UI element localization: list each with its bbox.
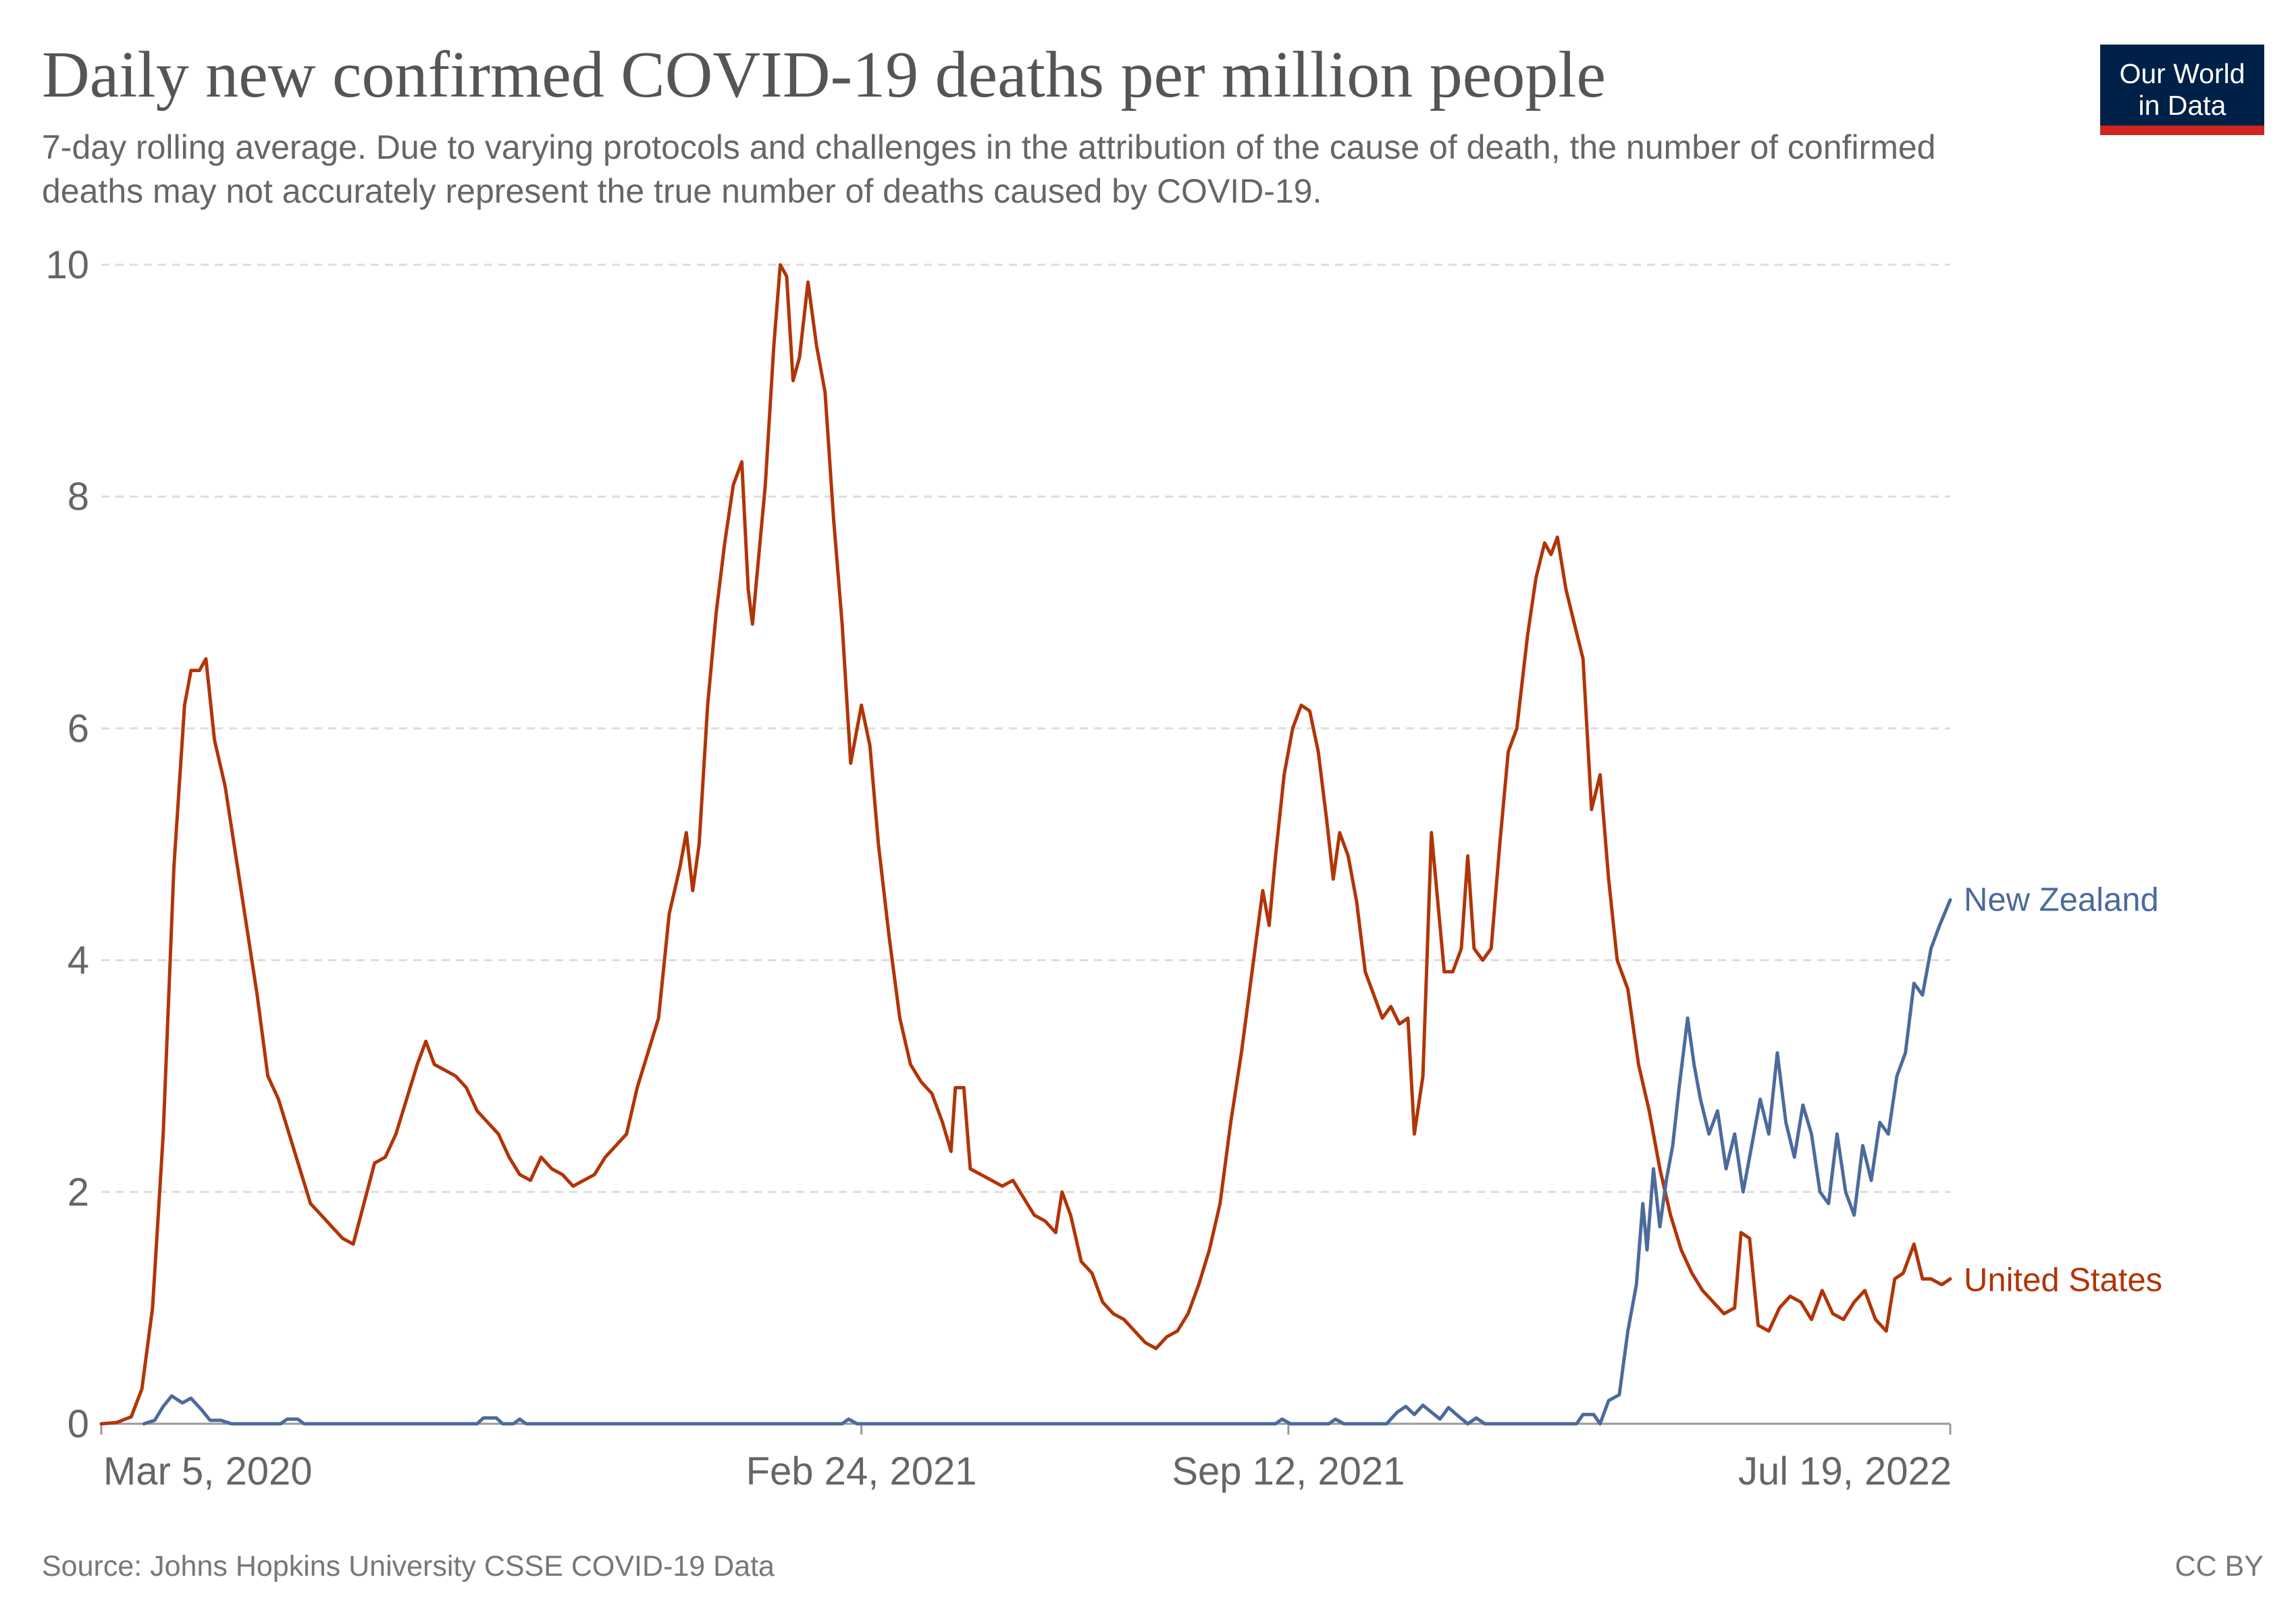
logo-accent-bar <box>2100 126 2264 135</box>
source-note[interactable]: Source: Johns Hopkins University CSSE CO… <box>42 1550 775 1583</box>
y-tick-label: 8 <box>68 475 89 519</box>
license-link[interactable]: CC BY <box>2174 1550 2264 1583</box>
series-label-new-zealand: New Zealand <box>1964 881 2159 918</box>
y-tick-label: 0 <box>68 1402 89 1446</box>
y-tick-label: 4 <box>68 939 89 983</box>
series-label-united-states: United States <box>1964 1262 2162 1299</box>
series-line-new-zealand <box>142 898 1952 1426</box>
grid-lines <box>101 263 1950 1193</box>
y-tick-label: 6 <box>68 706 89 750</box>
chart-subtitle: 7-day rolling average. Due to varying pr… <box>42 128 1936 210</box>
series-lines <box>99 263 1952 1426</box>
x-tick-label: Jul 19, 2022 <box>1738 1449 1952 1493</box>
series-labels: United States New Zealand <box>1964 881 2162 1298</box>
logo-line-2: in Data <box>2138 90 2226 121</box>
x-tick-label: Feb 24, 2021 <box>746 1449 977 1493</box>
y-tick-label: 2 <box>68 1170 89 1214</box>
logo-line-1: Our World <box>2119 57 2245 89</box>
y-tick-label: 10 <box>45 243 89 287</box>
owid-logo[interactable]: Our World in Data <box>2100 45 2264 135</box>
x-tick-label: Sep 12, 2021 <box>1172 1449 1405 1493</box>
chart-title: Daily new confirmed COVID-19 deaths per … <box>42 38 1607 111</box>
series-line-united-states <box>99 263 1952 1426</box>
x-tick-label: Mar 5, 2020 <box>103 1449 313 1493</box>
axes: 0 2 4 6 8 10 Mar 5, 2020 Feb 24, 2021 Sep 12, 20… <box>45 243 1952 1493</box>
